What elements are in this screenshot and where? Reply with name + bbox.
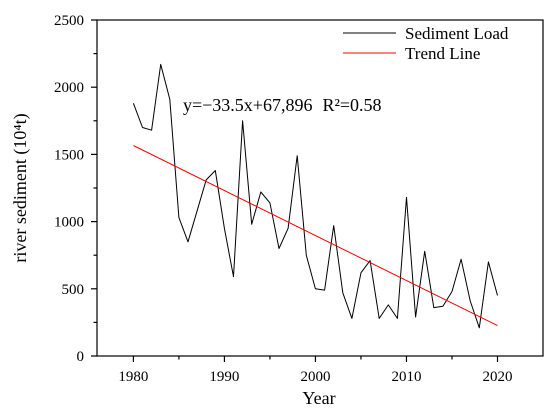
y-tick-label-2000: 2000 <box>54 80 84 96</box>
x-axis: 1980 1990 2000 2010 2020 <box>118 356 512 385</box>
y-tick-label-1500: 1500 <box>54 147 84 163</box>
y-tick-label-0: 0 <box>77 349 85 365</box>
legend: Sediment Load Trend Line <box>343 24 509 63</box>
x-tick-label-1980: 1980 <box>118 369 148 385</box>
x-tick-label-2000: 2000 <box>300 369 330 385</box>
x-tick-label-1990: 1990 <box>209 369 239 385</box>
series-layer <box>132 63 498 329</box>
regression-equation: y=−33.5x+67,896 <box>183 95 312 115</box>
y-tick-label-1000: 1000 <box>54 215 84 231</box>
series-line-sediment-load <box>132 63 498 329</box>
legend-label-trend-line: Trend Line <box>405 44 480 63</box>
legend-item-trend-line: Trend Line <box>343 44 480 63</box>
regression-annotation: y=−33.5x+67,896 R²=0.58 <box>183 95 382 115</box>
r-squared-value: R²=0.58 <box>322 95 381 115</box>
series-line-trend-line <box>133 145 498 327</box>
x-tick-label-2010: 2010 <box>391 369 421 385</box>
y-axis-title: river sediment (10⁴t) <box>10 113 31 262</box>
y-axis: 0 500 1000 1500 2000 2500 <box>54 13 97 365</box>
y-tick-label-2500: 2500 <box>54 13 84 29</box>
x-tick-label-2020: 2020 <box>482 369 512 385</box>
legend-item-sediment-load: Sediment Load <box>343 24 509 43</box>
y-tick-label-500: 500 <box>62 282 85 298</box>
legend-label-sediment-load: Sediment Load <box>405 24 509 43</box>
x-axis-title: Year <box>302 388 335 408</box>
